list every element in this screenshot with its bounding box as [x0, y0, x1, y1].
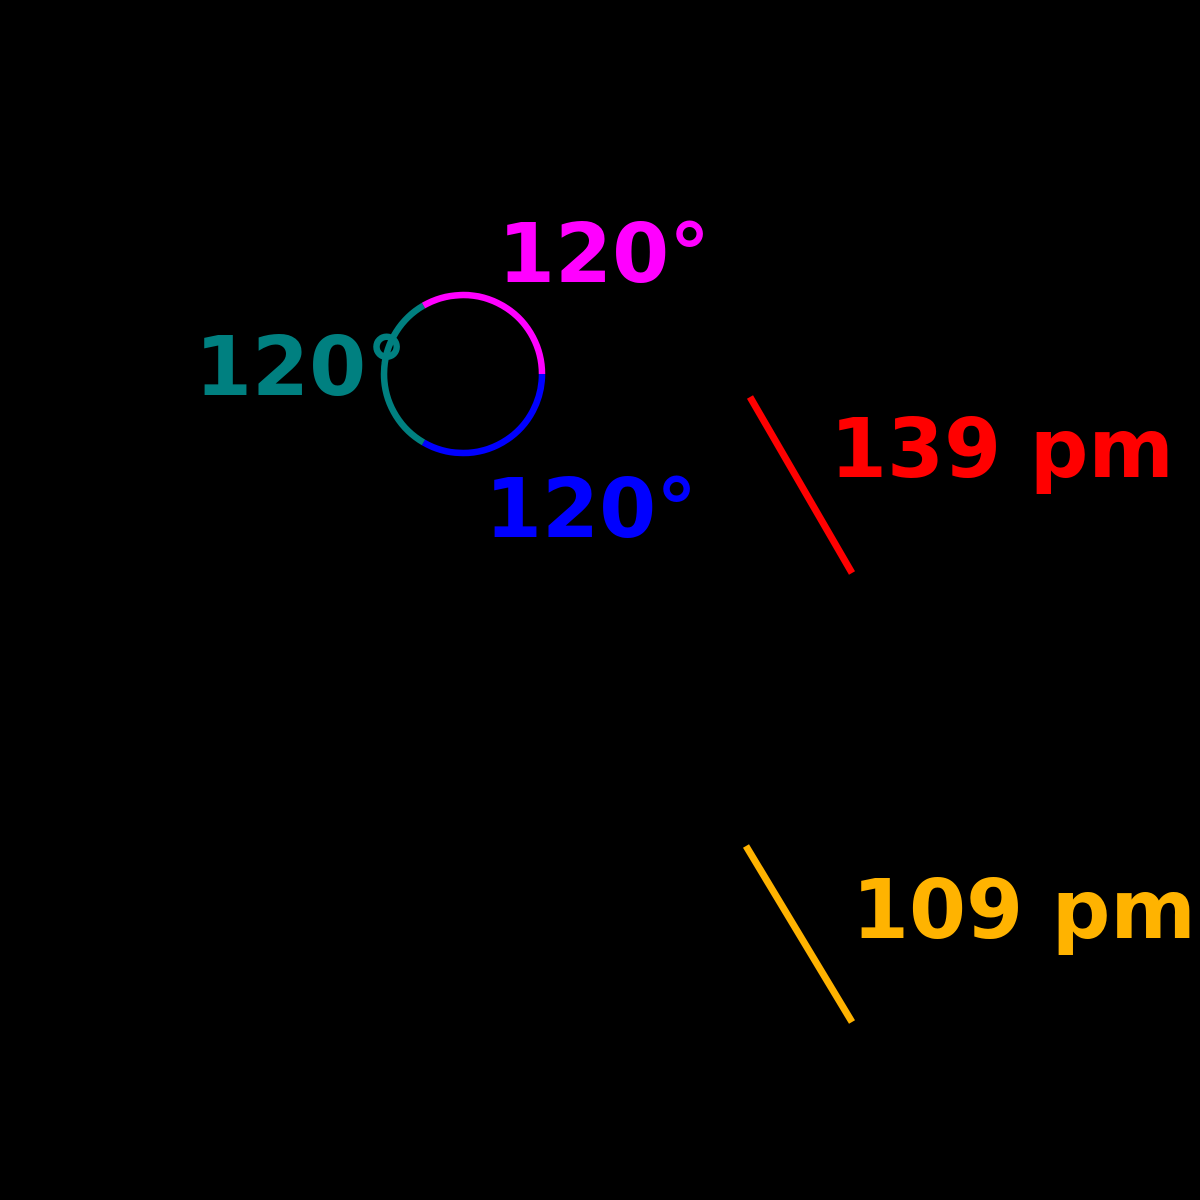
angle-arc-teal — [380, 302, 426, 446]
bond-length-label-ch: 109 pm — [852, 863, 1196, 958]
bond-lines — [743, 395, 856, 1024]
bond-line-cc — [746, 395, 856, 575]
bond-length-label-cc: 139 pm — [830, 402, 1174, 497]
labels: 120° 120° 120° 139 pm 109 pm — [195, 207, 1196, 958]
angle-arcs — [380, 291, 546, 457]
angle-arc-blue — [421, 373, 546, 457]
angle-label-top: 120° — [498, 207, 710, 302]
angle-label-bottom: 120° — [485, 462, 697, 557]
bond-line-ch — [743, 844, 855, 1024]
angle-arc-magenta — [421, 291, 546, 375]
angle-label-left: 120° — [195, 320, 407, 415]
